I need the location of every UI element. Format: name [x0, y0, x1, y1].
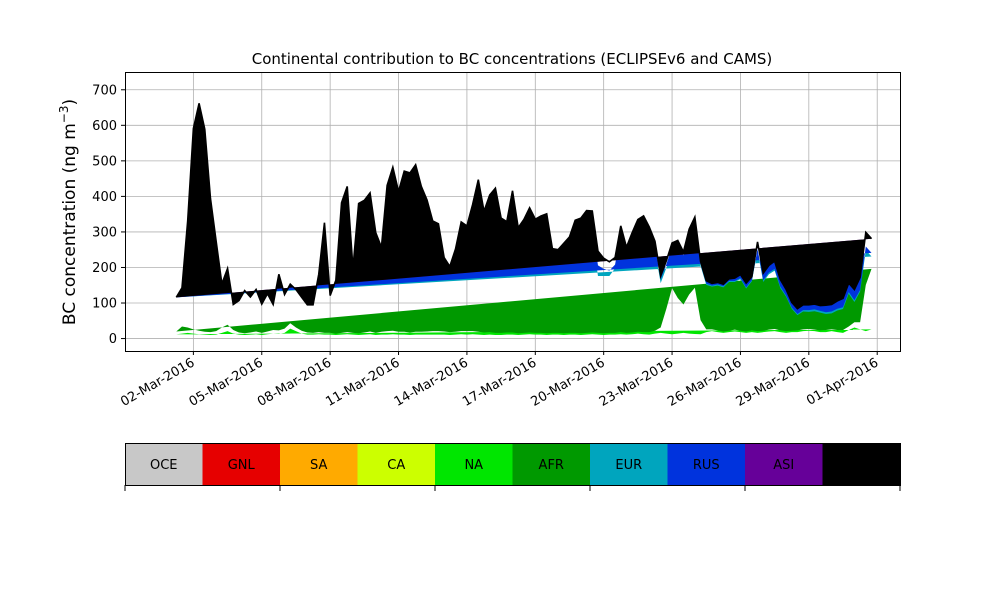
legend-label-ca: CA [387, 458, 405, 473]
legend-label-afr: AFR [539, 458, 564, 473]
x-tick-label-0: 02-Mar-2016 [118, 355, 197, 409]
x-tick-label-6: 20-Mar-2016 [529, 355, 608, 409]
legend-label-eur: EUR [615, 458, 642, 473]
legend-swatch-asi [745, 443, 823, 485]
legend-swatch-sa [280, 443, 358, 485]
x-tick-label-7: 23-Mar-2016 [597, 355, 676, 409]
legend-swatch-afr [512, 443, 591, 485]
legend-swatch-oce [125, 443, 203, 485]
y-tick-label-0: 0 [109, 332, 117, 347]
legend-swatch-na [435, 443, 513, 485]
x-tick-label-3: 11-Mar-2016 [323, 355, 402, 409]
legend-swatch-gnl [202, 443, 281, 485]
legend: OCE GNL SA CA NA AFR EUR RUS ASI AUS [124, 443, 901, 491]
y-axis-label-close: ) [60, 99, 80, 106]
x-tick-label-10: 01-Apr-2016 [804, 355, 881, 408]
legend-swatch-ca [357, 443, 436, 485]
x-tick-label-5: 17-Mar-2016 [460, 355, 539, 409]
area-afr [176, 268, 872, 334]
y-axis: 0 100 200 300 400 500 600 700 [92, 83, 125, 347]
y-axis-label: BC concentration (ng m−3) [57, 99, 80, 325]
y-tick-label-4: 400 [92, 190, 117, 205]
legend-label-aus: AUS [848, 458, 875, 473]
legend-frame [125, 443, 901, 486]
legend-label-asi: ASI [773, 458, 794, 473]
area-aus [176, 103, 872, 309]
legend-label-sa: SA [310, 458, 327, 473]
x-tick-label-2: 08-Mar-2016 [255, 355, 334, 409]
x-tick-label-9: 29-Mar-2016 [734, 355, 813, 409]
y-tick-label-2: 200 [92, 261, 117, 276]
y-axis-label-superscript: −3 [57, 105, 71, 123]
y-tick-label-1: 100 [92, 297, 117, 312]
stacked-areas [176, 103, 872, 336]
legend-label-na: NA [464, 458, 483, 473]
y-axis-label-text: BC concentration (ng m [60, 123, 80, 325]
legend-label-rus: RUS [693, 458, 720, 473]
x-axis: 02-Mar-201605-Mar-201608-Mar-201611-Mar-… [118, 351, 881, 410]
x-tick-label-8: 26-Mar-2016 [665, 355, 744, 409]
y-tick-label-7: 700 [92, 83, 117, 98]
plot-frame [125, 72, 901, 352]
chart-title: Continental contribution to BC concentra… [252, 50, 773, 68]
x-tick-label-1: 05-Mar-2016 [187, 355, 266, 409]
legend-label-gnl: GNL [228, 458, 256, 473]
y-tick-label-3: 300 [92, 225, 117, 240]
legend-label-oce: OCE [150, 458, 178, 473]
area-na [176, 327, 872, 336]
y-tick-label-6: 600 [92, 119, 117, 134]
total-line [175, 103, 873, 310]
legend-swatch-eur [590, 443, 668, 485]
y-tick-label-5: 500 [92, 154, 117, 169]
legend-swatch-rus [667, 443, 746, 485]
legend-swatch-aus [822, 443, 901, 485]
x-tick-label-4: 14-Mar-2016 [392, 355, 471, 409]
